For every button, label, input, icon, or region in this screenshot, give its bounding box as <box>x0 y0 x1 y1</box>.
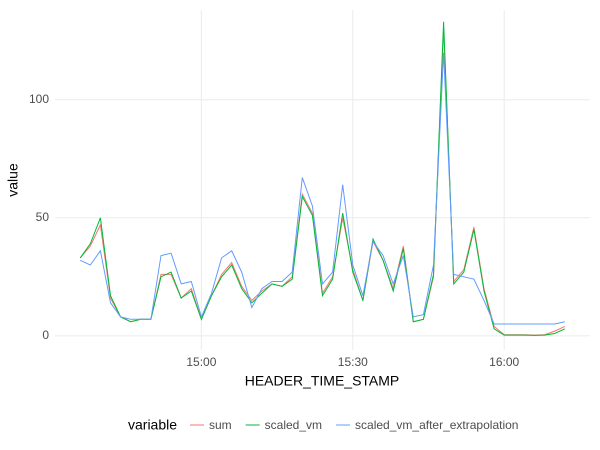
y-tick-label: 50 <box>36 210 50 224</box>
legend-label: scaled_vm <box>265 418 322 432</box>
legend-label: sum <box>209 418 232 432</box>
x-tick-label: 15:00 <box>186 355 216 369</box>
y-tick-label: 0 <box>42 328 49 342</box>
x-tick-label: 16:00 <box>489 355 519 369</box>
series-line <box>79 52 565 325</box>
y-axis-title: value <box>5 163 21 197</box>
x-axis-title: HEADER_TIME_STAMP <box>245 373 400 389</box>
legend-label: scaled_vm_after_extrapolation <box>355 418 518 432</box>
legend-title: variable <box>128 417 177 433</box>
series-line <box>79 28 566 336</box>
series-line <box>79 21 566 336</box>
y-tick-label: 100 <box>29 92 49 106</box>
x-tick-label: 15:30 <box>338 355 368 369</box>
